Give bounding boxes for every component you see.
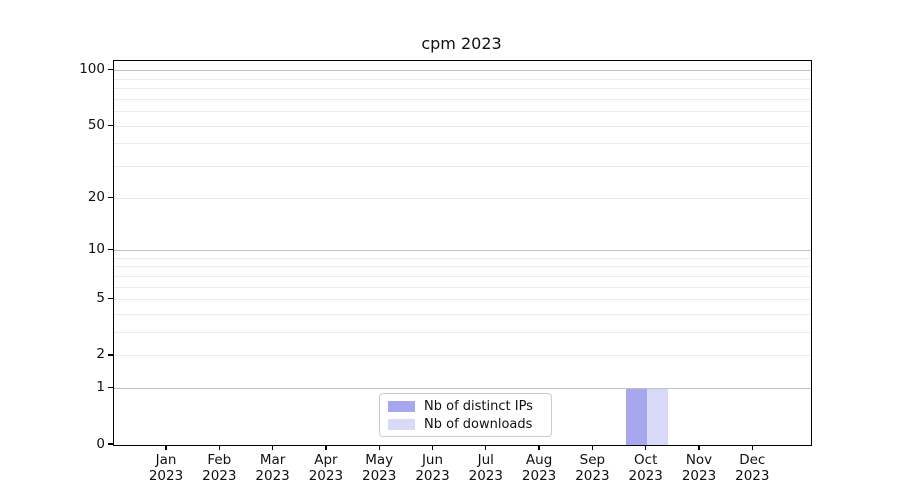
minor-gridline xyxy=(114,332,811,334)
y-tick-mark xyxy=(108,387,113,389)
x-tick-year: 2023 xyxy=(308,468,344,484)
x-tick-label: Nov 2023 xyxy=(667,452,731,484)
y-tick-label: 100 xyxy=(79,61,105,78)
minor-gridline xyxy=(114,314,811,315)
x-tick-year: 2023 xyxy=(628,468,663,484)
legend: Nb of distinct IPs Nb of downloads xyxy=(379,393,552,437)
minor-gridline xyxy=(114,125,811,127)
y-tick-mark xyxy=(108,354,113,356)
x-tick-month: Feb xyxy=(207,452,232,468)
y-tick-mark xyxy=(108,298,113,300)
y-tick-mark xyxy=(108,69,113,71)
x-tick-year: 2023 xyxy=(255,468,290,484)
legend-swatch xyxy=(388,418,415,430)
legend-item: Nb of distinct IPs xyxy=(388,399,543,414)
x-tick-month: Jan xyxy=(155,452,177,468)
x-tick-month: Dec xyxy=(739,452,766,468)
y-tick-label: 0 xyxy=(96,435,105,452)
x-tick-label: Feb 2023 xyxy=(187,452,251,484)
x-tick-year: 2023 xyxy=(148,468,184,484)
x-tick-mark xyxy=(698,445,700,451)
minor-gridline xyxy=(114,88,811,90)
x-tick-year: 2023 xyxy=(521,468,557,484)
x-tick-month: Oct xyxy=(634,452,658,468)
y-tick-mark xyxy=(108,196,113,198)
x-tick-mark xyxy=(591,445,594,451)
x-tick-mark xyxy=(538,445,540,451)
chart-title: cpm 2023 xyxy=(421,34,502,53)
x-tick-mark xyxy=(378,445,380,451)
x-tick-month: Mar xyxy=(259,452,286,468)
x-tick-label: Aug 2023 xyxy=(507,452,571,484)
x-tick-label: Oct 2023 xyxy=(614,452,678,484)
x-tick-year: 2023 xyxy=(735,468,770,484)
x-tick-month: Apr xyxy=(314,452,338,468)
legend-swatch xyxy=(388,400,415,412)
x-tick-year: 2023 xyxy=(468,468,503,484)
y-tick-label: 10 xyxy=(87,241,105,258)
x-tick-label: Dec 2023 xyxy=(720,452,784,484)
major-gridline xyxy=(114,388,811,390)
x-tick-year: 2023 xyxy=(362,468,397,484)
x-tick-month: Nov xyxy=(685,452,713,468)
x-tick-month: Jun xyxy=(421,452,444,468)
plot-area: Nb of distinct IPs Nb of downloads xyxy=(113,60,812,446)
x-tick-month: Jul xyxy=(477,452,494,468)
minor-gridline xyxy=(114,286,811,288)
x-tick-year: 2023 xyxy=(681,468,717,484)
x-tick-label: Jan 2023 xyxy=(134,452,198,484)
minor-gridline xyxy=(114,299,811,301)
bar-downloads xyxy=(646,388,668,445)
minor-gridline xyxy=(114,355,811,357)
minor-gridline xyxy=(114,266,811,268)
x-tick-mark xyxy=(645,445,647,451)
y-tick-mark xyxy=(108,124,113,126)
x-tick-year: 2023 xyxy=(415,468,450,484)
minor-gridline xyxy=(114,143,811,145)
x-tick-label: Jun 2023 xyxy=(401,452,465,484)
y-tick-mark xyxy=(108,248,113,251)
minor-gridline xyxy=(114,166,811,168)
x-tick-label: May 2023 xyxy=(347,452,411,484)
minor-gridline xyxy=(114,78,811,80)
x-tick-mark xyxy=(485,445,487,451)
x-tick-label: Apr 2023 xyxy=(294,452,358,484)
x-tick-year: 2023 xyxy=(575,468,610,484)
major-gridline xyxy=(114,250,811,252)
minor-gridline xyxy=(114,111,811,113)
y-tick-label: 1 xyxy=(96,379,105,396)
y-tick-label: 5 xyxy=(96,290,105,307)
minor-gridline xyxy=(114,98,811,100)
x-tick-mark xyxy=(218,445,220,451)
legend-label: Nb of distinct IPs xyxy=(424,398,533,414)
x-tick-month: Aug xyxy=(525,452,553,468)
y-tick-label: 20 xyxy=(87,188,105,205)
bar-distinct-ips xyxy=(625,388,647,445)
legend-item: Nb of downloads xyxy=(388,417,543,432)
x-tick-label: Jul 2023 xyxy=(454,452,518,484)
x-tick-mark xyxy=(271,445,274,451)
x-tick-year: 2023 xyxy=(202,468,237,484)
minor-gridline xyxy=(114,197,811,199)
x-tick-mark xyxy=(431,445,434,451)
legend-label: Nb of downloads xyxy=(424,416,533,432)
major-gridline xyxy=(114,70,811,72)
y-tick-label: 2 xyxy=(96,346,105,363)
x-tick-mark xyxy=(325,445,327,451)
x-tick-mark xyxy=(751,445,753,451)
minor-gridline xyxy=(114,275,811,277)
x-tick-label: Mar 2023 xyxy=(241,452,305,484)
x-tick-month: May xyxy=(365,452,394,468)
x-tick-month: Sep xyxy=(579,452,606,468)
x-tick-mark xyxy=(165,445,167,451)
minor-gridline xyxy=(114,257,811,259)
x-tick-label: Sep 2023 xyxy=(560,452,624,484)
y-tick-mark xyxy=(108,443,113,445)
y-tick-label: 50 xyxy=(87,116,105,133)
